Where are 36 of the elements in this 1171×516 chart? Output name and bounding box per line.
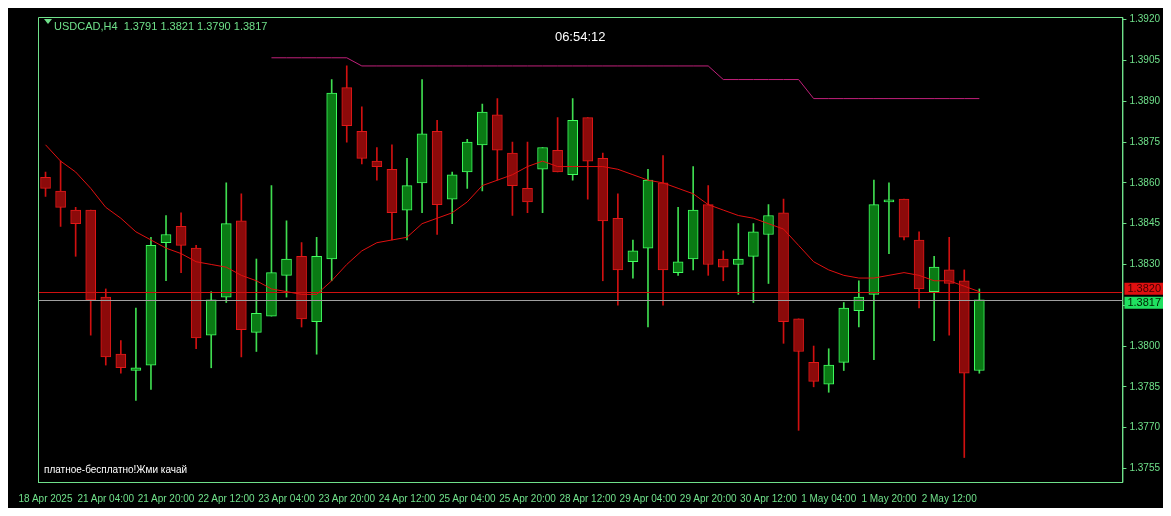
candlestick [160, 215, 172, 282]
x-tick-label: 28 Apr 12:00 [559, 492, 617, 504]
y-tick-label: 1.3905 [1129, 54, 1161, 66]
y-tick-label: 1.3845 [1129, 217, 1161, 229]
x-tick-label: 21 Apr 20:00 [137, 492, 195, 504]
annotation: платное-бесплатно!Жми качай [44, 463, 188, 475]
y-tick-label: 1.3800 [1129, 339, 1161, 351]
candlestick [371, 147, 383, 181]
chart-title: USDCAD,H4 1.3791 1.3821 1.3790 1.3817 [54, 20, 268, 33]
x-tick-label: 1 May 04:00 [801, 492, 857, 504]
ref-line-label: 1.3817 [1127, 295, 1162, 308]
y-tick-label: 1.3755 [1129, 462, 1161, 474]
y-tick-label: 1.3830 [1129, 258, 1161, 270]
x-tick-label: 29 Apr 04:00 [619, 492, 677, 504]
x-tick-label: 1 May 20:00 [861, 492, 917, 504]
x-tick-label: 30 Apr 12:00 [740, 492, 798, 504]
y-tick-label: 1.3920 [1129, 13, 1161, 25]
candlestick [130, 307, 142, 401]
x-tick-label: 22 Apr 12:00 [197, 492, 256, 504]
x-tick-label: 23 Apr 20:00 [318, 492, 376, 504]
annotation: 06:54:12 [554, 28, 606, 44]
x-tick-label: 29 Apr 20:00 [679, 492, 738, 504]
x-tick-label: 23 Apr 04:00 [258, 492, 316, 504]
y-tick-label: 1.3875 [1129, 135, 1161, 147]
candlestick [672, 207, 684, 276]
x-tick-label: 21 Apr 04:00 [77, 492, 135, 504]
y-tick-label: 1.3785 [1129, 380, 1161, 392]
x-tick-label: 24 Apr 12:00 [378, 492, 436, 504]
x-tick-label: 25 Apr 04:00 [438, 492, 497, 504]
y-tick-label: 1.3860 [1129, 176, 1161, 188]
ref-line-label: 1.3820 [1127, 281, 1162, 294]
x-tick-label: 2 May 12:00 [921, 492, 978, 504]
y-tick-label: 1.3890 [1129, 95, 1161, 107]
x-tick-label: 18 Apr 2025 [18, 492, 73, 504]
x-tick-label: 25 Apr 20:00 [499, 492, 557, 504]
y-tick-label: 1.3770 [1129, 421, 1161, 433]
